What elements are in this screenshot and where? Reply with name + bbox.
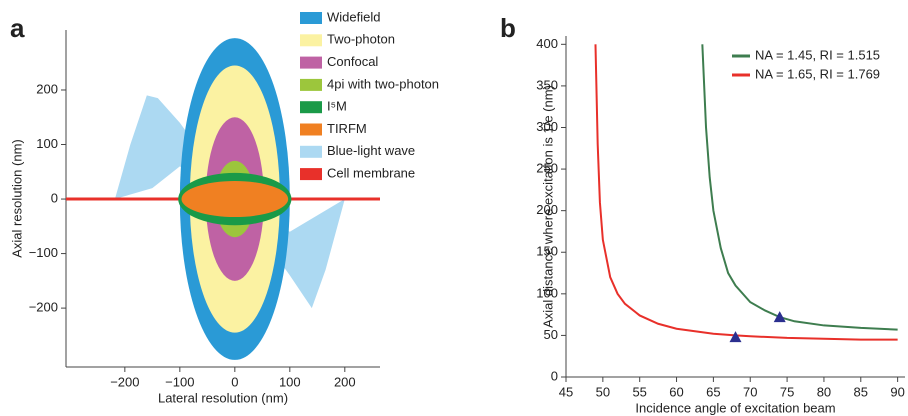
y-tick-label: 400 [536,36,558,51]
legend-swatch [300,168,322,181]
legend-label: 4pi with two-photon [327,76,439,91]
x-tick-label: 80 [817,384,831,399]
y-tick-label: 100 [36,136,58,151]
x-tick-label: 100 [279,374,301,389]
y-axis-label: Axial resolution (nm) [9,139,24,258]
data-line [701,44,898,331]
legend-swatch [300,56,322,69]
x-tick-label: −100 [165,374,194,389]
x-tick-label: 90 [890,384,904,399]
x-tick-label: 200 [334,374,356,389]
legend-label: NA = 1.65, RI = 1.769 [755,66,880,81]
resolution-ellipse [181,181,289,218]
x-tick-label: 65 [706,384,720,399]
y-tick-label: 150 [536,244,558,259]
panel-label: a [10,13,25,43]
x-axis-label: Lateral resolution (nm) [158,390,288,405]
legend-label: Cell membrane [327,166,415,181]
legend-swatch [300,101,322,114]
legend-swatch [300,78,322,91]
legend-swatch [300,12,322,24]
legend-label: NA = 1.45, RI = 1.515 [755,47,880,62]
x-tick-label: −200 [110,374,139,389]
legend-label: I⁵M [327,99,347,114]
y-tick-label: 50 [544,327,558,342]
legend-swatch [300,145,322,158]
y-tick-label: 0 [51,190,58,205]
x-tick-label: 45 [559,384,573,399]
panel-label: b [500,13,516,43]
y-tick-label: −100 [29,245,58,260]
wave-shape [114,95,345,309]
x-tick-label: 85 [854,384,868,399]
marker [729,331,742,343]
y-tick-label: 300 [536,119,558,134]
x-tick-label: 55 [632,384,646,399]
y-tick-label: 200 [36,81,58,96]
legend-label: Two-photon [327,32,395,47]
y-tick-label: 250 [536,161,558,176]
data-line [594,44,898,341]
plot-area [594,44,898,341]
x-axis-label: Incidence angle of excitation beam [635,400,835,415]
y-tick-label: −200 [29,300,58,315]
legend-label: Confocal [327,54,378,69]
legend-label: Widefield [327,9,380,24]
x-tick-label: 60 [669,384,683,399]
y-tick-label: 200 [536,202,558,217]
x-tick-label: 50 [596,384,610,399]
marker [773,311,786,323]
y-tick-label: 100 [536,285,558,300]
y-tick-label: 0 [551,368,558,383]
x-tick-label: 75 [780,384,794,399]
x-tick-label: 70 [743,384,757,399]
y-tick-label: 350 [536,77,558,92]
legend-swatch [300,34,322,47]
legend-label: TIRFM [327,121,367,136]
legend-label: Blue-light wave [327,143,415,158]
legend-swatch [300,123,322,136]
y-axis-label: Axial distance where excitation is 1/e (… [540,85,555,328]
x-tick-label: 0 [231,374,238,389]
